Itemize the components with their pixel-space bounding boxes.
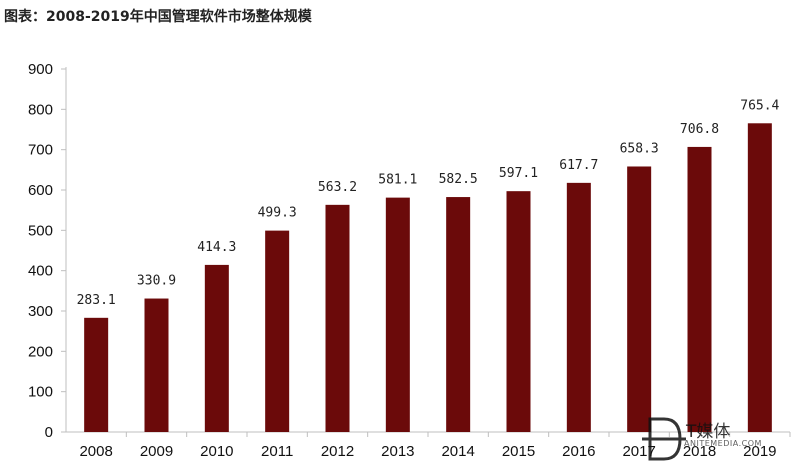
y-tick-label: 200 bbox=[28, 343, 53, 360]
bar bbox=[506, 191, 531, 432]
data-label: 597.1 bbox=[499, 166, 538, 181]
data-label: 414.3 bbox=[197, 240, 236, 255]
x-tick-label: 2012 bbox=[321, 443, 354, 460]
bar bbox=[204, 264, 229, 432]
bar bbox=[144, 298, 169, 432]
bar bbox=[265, 230, 290, 432]
x-tick-label: 2009 bbox=[140, 443, 173, 460]
data-label: 283.1 bbox=[77, 293, 116, 308]
bar bbox=[84, 317, 109, 432]
x-tick-label: 2008 bbox=[79, 443, 112, 460]
y-tick-label: 100 bbox=[28, 384, 53, 401]
y-tick-label: 500 bbox=[28, 222, 53, 239]
bar bbox=[627, 166, 652, 433]
data-label: 706.8 bbox=[680, 122, 719, 137]
data-label: 499.3 bbox=[258, 206, 297, 221]
watermark-text: T媒体 bbox=[686, 422, 731, 442]
data-label: 563.2 bbox=[318, 180, 357, 195]
x-tick-label: 2013 bbox=[381, 443, 414, 460]
y-tick-label: 900 bbox=[28, 61, 53, 78]
data-label: 582.5 bbox=[439, 172, 478, 187]
bar bbox=[747, 123, 772, 432]
x-tick-label: 2010 bbox=[200, 443, 233, 460]
x-tick-label: 2019 bbox=[743, 443, 776, 460]
y-tick-label: 600 bbox=[28, 182, 53, 199]
x-tick-label: 2017 bbox=[622, 443, 655, 460]
bar bbox=[385, 197, 410, 432]
x-tick-label: 2018 bbox=[683, 443, 716, 460]
y-tick-label: 800 bbox=[28, 101, 53, 118]
watermark-subtext: ANITEMEDIA.COM bbox=[684, 439, 762, 448]
x-tick-label: 2015 bbox=[502, 443, 535, 460]
bar bbox=[687, 146, 712, 432]
bar bbox=[446, 197, 471, 432]
watermark-logo-icon bbox=[642, 417, 686, 461]
data-label: 330.9 bbox=[137, 274, 176, 289]
chart-title: 图表：2008-2019年中国管理软件市场整体规模 bbox=[4, 9, 312, 25]
bar bbox=[325, 204, 350, 432]
x-tick-label: 2011 bbox=[261, 443, 293, 460]
y-tick-label: 300 bbox=[28, 303, 53, 320]
data-label: 765.4 bbox=[740, 98, 779, 113]
watermark: T媒体 ANITEMEDIA.COM bbox=[642, 413, 792, 465]
data-label: 658.3 bbox=[620, 141, 659, 156]
x-tick-label: 2014 bbox=[441, 443, 474, 460]
data-label: 617.7 bbox=[559, 158, 598, 173]
bar bbox=[566, 182, 591, 432]
y-tick-label: 700 bbox=[28, 142, 53, 159]
y-tick-label: 0 bbox=[45, 424, 53, 441]
data-label: 581.1 bbox=[378, 173, 417, 188]
y-tick-label: 400 bbox=[28, 263, 53, 280]
x-tick-label: 2016 bbox=[562, 443, 595, 460]
